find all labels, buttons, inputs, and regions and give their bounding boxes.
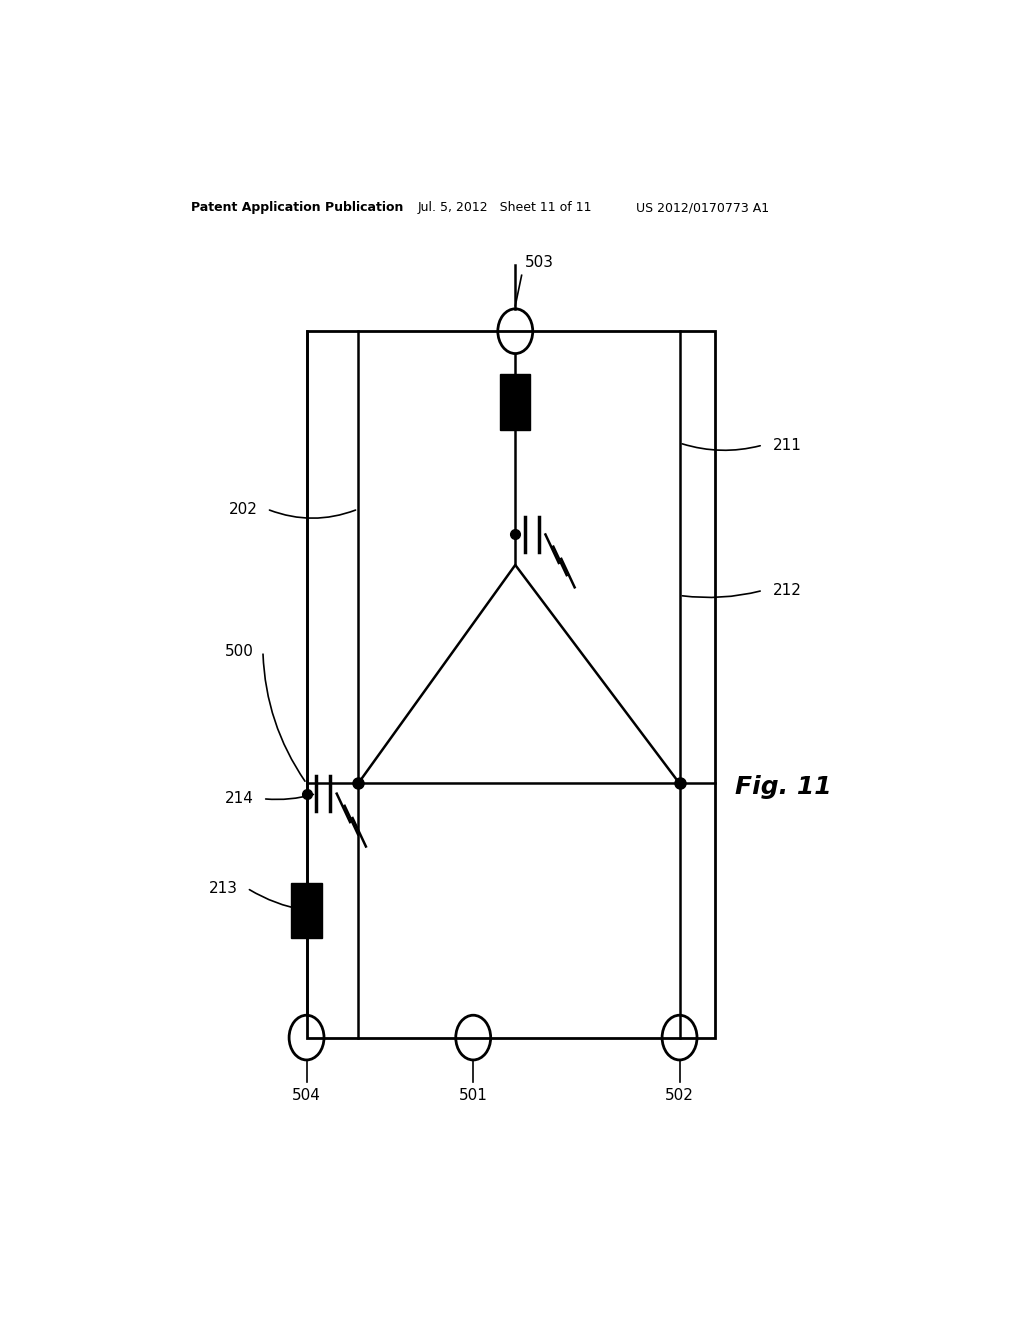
Text: 213: 213: [209, 880, 238, 896]
Text: 504: 504: [292, 1089, 321, 1104]
Text: 500: 500: [224, 644, 253, 659]
Text: 502: 502: [666, 1089, 694, 1104]
Text: Jul. 5, 2012   Sheet 11 of 11: Jul. 5, 2012 Sheet 11 of 11: [418, 201, 592, 214]
Text: US 2012/0170773 A1: US 2012/0170773 A1: [636, 201, 769, 214]
Bar: [500, 375, 530, 430]
Text: 211: 211: [772, 437, 801, 453]
Text: Patent Application Publication: Patent Application Publication: [191, 201, 403, 214]
Text: 202: 202: [228, 502, 257, 516]
Text: Fig. 11: Fig. 11: [735, 775, 831, 799]
Bar: [292, 883, 322, 939]
Text: 212: 212: [772, 583, 801, 598]
Text: 214: 214: [224, 791, 253, 807]
Bar: [306, 331, 715, 1038]
Text: 503: 503: [524, 255, 554, 271]
Text: 501: 501: [459, 1089, 487, 1104]
